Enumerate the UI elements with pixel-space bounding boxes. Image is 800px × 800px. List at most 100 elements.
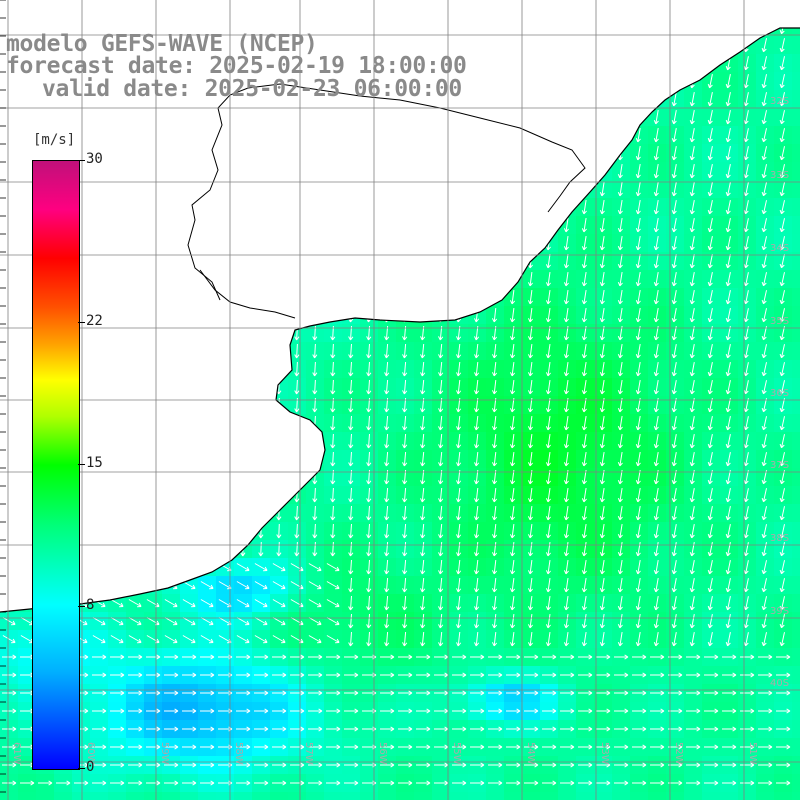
wind-cell xyxy=(792,684,800,703)
wind-cell xyxy=(792,72,800,91)
longitude-label: 55W xyxy=(451,742,462,765)
wind-cell xyxy=(792,108,800,127)
wind-arrow xyxy=(707,110,713,125)
wind-arrow xyxy=(761,56,767,71)
wind-cell xyxy=(792,90,800,109)
longitude-label: 61W xyxy=(11,742,22,765)
wind-arrow xyxy=(779,74,785,89)
wind-cell xyxy=(792,216,800,235)
wind-arrow xyxy=(743,92,749,107)
wind-arrow xyxy=(743,128,749,143)
wind-cell xyxy=(756,792,775,800)
longitude-label: 52W xyxy=(673,742,684,765)
wind-cell xyxy=(792,360,800,379)
wind-arrow xyxy=(779,56,785,71)
wind-cell xyxy=(792,522,800,541)
wind-cell xyxy=(792,756,800,775)
wind-arrow xyxy=(761,38,767,53)
wind-arrow xyxy=(635,146,641,161)
wind-cell xyxy=(378,792,397,800)
wind-cell xyxy=(792,774,800,793)
wind-cell xyxy=(216,792,235,800)
longitude-label: 54W xyxy=(525,742,536,765)
wind-arrow xyxy=(779,128,785,143)
latitude-label: 32S xyxy=(770,96,789,107)
wind-cell xyxy=(792,126,800,145)
latitude-label: 33S xyxy=(770,170,789,181)
wind-cell xyxy=(720,792,739,800)
wind-cell xyxy=(738,792,757,800)
wind-cell xyxy=(126,792,145,800)
wind-arrow xyxy=(689,92,695,107)
wind-cell xyxy=(792,666,800,685)
wind-cell xyxy=(72,792,91,800)
wind-cell xyxy=(450,792,469,800)
wind-cell xyxy=(792,486,800,505)
wind-cell xyxy=(792,630,800,649)
wind-cell xyxy=(792,468,800,487)
wind-arrow xyxy=(653,128,659,143)
wind-arrow xyxy=(779,110,785,125)
wind-cell xyxy=(792,252,800,271)
wind-cell xyxy=(576,792,595,800)
wind-arrow xyxy=(653,146,659,161)
wind-cell xyxy=(792,324,800,343)
wind-cell xyxy=(486,792,505,800)
wind-cell xyxy=(468,792,487,800)
colorbar-tick-mark xyxy=(78,768,85,769)
wind-arrow xyxy=(725,146,731,161)
wind-cell xyxy=(612,792,631,800)
wind-cell xyxy=(792,144,800,163)
wind-cell xyxy=(684,792,703,800)
wind-cell xyxy=(54,792,73,800)
wind-arrow xyxy=(743,146,749,161)
colorbar-tick-mark xyxy=(78,605,85,607)
colorbar-tick-label: 0 xyxy=(86,759,95,775)
wind-cell xyxy=(792,720,800,739)
wind-arrow xyxy=(761,146,767,161)
wind-arrow xyxy=(725,128,731,143)
wind-arrow xyxy=(653,110,659,125)
wind-arrow xyxy=(707,128,713,143)
longitude-label: 53W xyxy=(599,742,610,765)
wind-cell xyxy=(792,54,800,73)
wind-cell xyxy=(522,792,541,800)
wind-cell xyxy=(36,792,55,800)
wind-cell xyxy=(792,342,800,361)
wind-arrow xyxy=(725,92,731,107)
wind-cell xyxy=(792,378,800,397)
wind-arrow xyxy=(671,110,677,125)
wind-cell xyxy=(504,792,523,800)
longitude-label: 56W xyxy=(377,742,388,765)
wind-cell xyxy=(792,702,800,721)
wind-cell xyxy=(180,792,199,800)
wind-arrow xyxy=(689,128,695,143)
wind-cell xyxy=(792,612,800,631)
wind-arrow xyxy=(779,92,785,107)
colorbar-tick-mark xyxy=(78,464,85,465)
wind-arrow xyxy=(743,74,749,89)
wind-cell xyxy=(252,792,271,800)
wind-cell xyxy=(792,432,800,451)
colorbar xyxy=(32,160,80,770)
colorbar-tick-mark xyxy=(78,160,85,161)
wind-arrow xyxy=(761,128,767,143)
wind-cell xyxy=(540,792,559,800)
colorbar-tick-label: 30 xyxy=(86,151,103,167)
colorbar-tick-mark xyxy=(78,322,85,324)
wind-cell xyxy=(18,792,37,800)
wind-cell xyxy=(270,792,289,800)
wind-cell xyxy=(792,738,800,757)
wind-cell xyxy=(594,792,613,800)
wind-cell xyxy=(162,792,181,800)
wind-cell xyxy=(90,792,109,800)
wind-arrow xyxy=(761,92,767,107)
wind-arrow xyxy=(761,74,767,89)
wind-cell xyxy=(648,792,667,800)
wind-cell xyxy=(792,36,800,55)
longitude-label: 51W xyxy=(747,742,758,765)
wind-arrow xyxy=(653,164,659,179)
wind-arrow xyxy=(707,74,713,89)
wind-cell xyxy=(792,648,800,667)
